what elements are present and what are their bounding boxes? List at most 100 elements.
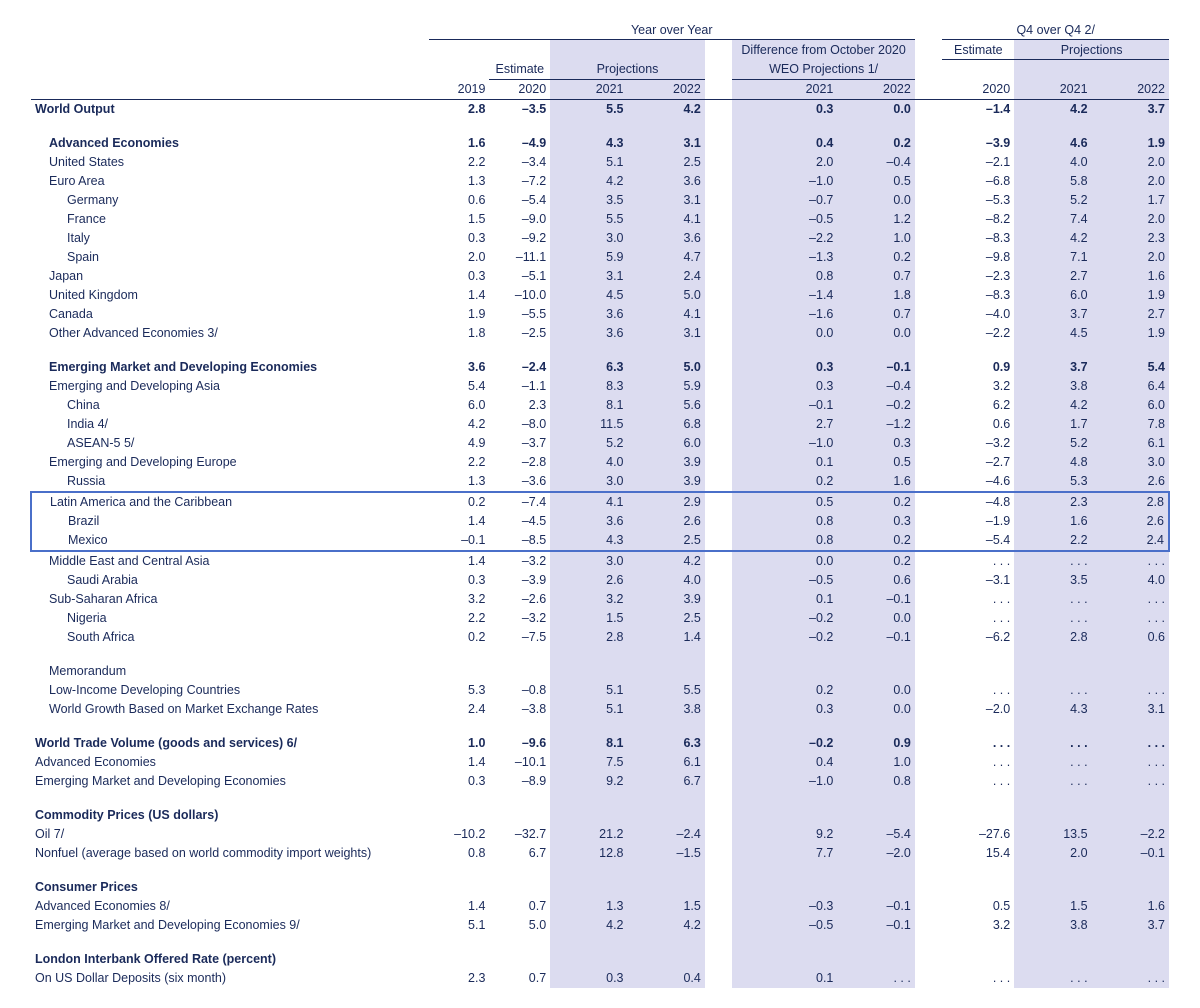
- cell-value: . . .: [1092, 551, 1169, 571]
- cell-value: [489, 662, 550, 681]
- cell-value: –0.1: [732, 396, 837, 415]
- row-label: Japan: [31, 267, 429, 286]
- cell-value: 2.2: [429, 453, 490, 472]
- cell-value: 0.3: [732, 99, 837, 119]
- cell-value: 0.5: [732, 492, 837, 512]
- cell-value: 3.8: [1014, 377, 1091, 396]
- cell-value: –8.0: [489, 415, 550, 434]
- cell-value: 2.3: [429, 969, 490, 988]
- cell-value: 4.0: [628, 571, 705, 590]
- cell-value: –0.1: [429, 531, 490, 551]
- row-label: World Trade Volume (goods and services) …: [31, 734, 429, 753]
- cell-value: 0.2: [732, 681, 837, 700]
- cell-value: [628, 662, 705, 681]
- cell-value: 4.5: [550, 286, 627, 305]
- col-2019: 2019: [429, 79, 490, 99]
- cell-value: –1.3: [732, 248, 837, 267]
- cell-value: 5.1: [550, 700, 627, 719]
- table-header: Year over Year Q4 over Q4 2/ Difference …: [31, 20, 1169, 99]
- cell-value: 0.2: [837, 492, 914, 512]
- cell-value: 3.6: [628, 172, 705, 191]
- cell-value: –1.2: [837, 415, 914, 434]
- table-row: World Growth Based on Market Exchange Ra…: [31, 700, 1169, 719]
- cell-value: –4.6: [942, 472, 1014, 492]
- cell-value: [489, 878, 550, 897]
- cell-value: –1.4: [732, 286, 837, 305]
- cell-value: 8.1: [550, 734, 627, 753]
- cell-value: 2.0: [429, 248, 490, 267]
- table-row: United States2.2–3.45.12.52.0–0.4–2.14.0…: [31, 153, 1169, 172]
- cell-value: 2.4: [429, 700, 490, 719]
- cell-value: –0.2: [837, 396, 914, 415]
- cell-value: 2.4: [628, 267, 705, 286]
- row-label: Brazil: [31, 512, 429, 531]
- table-row: Emerging and Developing Europe2.2–2.84.0…: [31, 453, 1169, 472]
- cell-value: –0.2: [732, 609, 837, 628]
- cell-value: 4.1: [550, 492, 627, 512]
- row-label: Other Advanced Economies 3/: [31, 324, 429, 343]
- cell-value: 3.1: [628, 191, 705, 210]
- cell-value: 3.6: [550, 512, 627, 531]
- cell-value: 2.6: [1092, 472, 1169, 492]
- cell-value: –0.5: [732, 916, 837, 935]
- cell-value: 4.3: [1014, 700, 1091, 719]
- cell-value: 1.2: [837, 210, 914, 229]
- cell-value: 0.0: [837, 324, 914, 343]
- cell-value: 1.6: [1014, 512, 1091, 531]
- cell-value: –4.8: [942, 492, 1014, 512]
- cell-value: [628, 878, 705, 897]
- cell-value: –0.1: [837, 358, 914, 377]
- row-label: Emerging Market and Developing Economies: [31, 772, 429, 791]
- cell-value: –8.3: [942, 286, 1014, 305]
- cell-value: [429, 878, 490, 897]
- cell-value: [550, 878, 627, 897]
- cell-value: [550, 662, 627, 681]
- cell-value: . . .: [1092, 681, 1169, 700]
- row-label: On US Dollar Deposits (six month): [31, 969, 429, 988]
- row-label: Germany: [31, 191, 429, 210]
- cell-value: [942, 878, 1014, 897]
- table-row: Consumer Prices: [31, 878, 1169, 897]
- cell-value: –27.6: [942, 825, 1014, 844]
- cell-value: 5.1: [550, 153, 627, 172]
- table-row: Advanced Economies1.6–4.94.33.10.40.2–3.…: [31, 134, 1169, 153]
- cell-value: 7.4: [1014, 210, 1091, 229]
- row-label: Consumer Prices: [31, 878, 429, 897]
- cell-value: 1.0: [837, 229, 914, 248]
- cell-value: –0.3: [732, 897, 837, 916]
- row-label: France: [31, 210, 429, 229]
- cell-value: 5.2: [550, 434, 627, 453]
- cell-value: 6.0: [1014, 286, 1091, 305]
- table-row: [31, 935, 1169, 950]
- cell-value: 3.9: [628, 453, 705, 472]
- cell-value: –5.4: [837, 825, 914, 844]
- cell-value: 4.2: [628, 551, 705, 571]
- cell-value: 3.1: [628, 324, 705, 343]
- cell-value: 4.1: [628, 305, 705, 324]
- cell-value: –6.2: [942, 628, 1014, 647]
- cell-value: 0.7: [489, 897, 550, 916]
- row-label: Advanced Economies 8/: [31, 897, 429, 916]
- row-label: Canada: [31, 305, 429, 324]
- table-row: World Trade Volume (goods and services) …: [31, 734, 1169, 753]
- cell-value: –3.7: [489, 434, 550, 453]
- cell-value: 1.6: [837, 472, 914, 492]
- row-label: Saudi Arabia: [31, 571, 429, 590]
- cell-value: 3.6: [550, 305, 627, 324]
- cell-value: 15.4: [942, 844, 1014, 863]
- cell-value: 0.2: [429, 628, 490, 647]
- cell-value: 4.9: [429, 434, 490, 453]
- cell-value: –1.0: [732, 172, 837, 191]
- cell-value: [942, 662, 1014, 681]
- row-label: Sub-Saharan Africa: [31, 590, 429, 609]
- cell-value: –10.0: [489, 286, 550, 305]
- cell-value: 4.2: [1014, 99, 1091, 119]
- cell-value: 5.0: [489, 916, 550, 935]
- cell-value: 1.9: [1092, 286, 1169, 305]
- cell-value: 0.6: [837, 571, 914, 590]
- cell-value: 1.0: [837, 753, 914, 772]
- table-row: ASEAN-5 5/4.9–3.75.26.0–1.00.3–3.25.26.1: [31, 434, 1169, 453]
- cell-value: [837, 806, 914, 825]
- cell-value: –1.1: [489, 377, 550, 396]
- cell-value: –2.4: [489, 358, 550, 377]
